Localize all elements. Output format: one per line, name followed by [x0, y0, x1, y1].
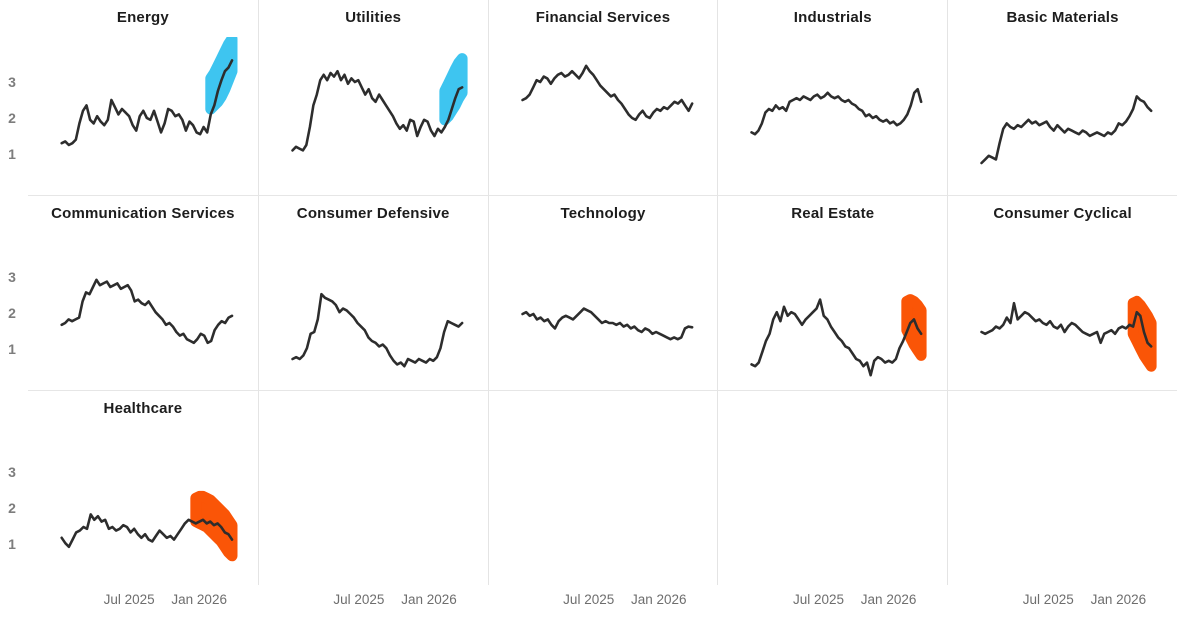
sector-line-chart [291, 292, 464, 368]
sector-panel: Utilities [257, 0, 488, 195]
sector-line-chart [520, 64, 694, 122]
trend-line [980, 301, 1153, 348]
sector-panel: Consumer Defensive [257, 195, 488, 390]
x-tick-label: Jan 2026 [171, 592, 227, 607]
x-tick-label: Jan 2026 [631, 592, 687, 607]
trend-line [291, 69, 464, 152]
y-tick-label: 1 [8, 536, 16, 552]
trend-line [980, 95, 1153, 165]
y-tick-label: 3 [8, 74, 16, 90]
y-tick-label: 2 [8, 305, 16, 321]
panel-title: Communication Services [51, 205, 235, 222]
trend-line [291, 292, 464, 368]
grid-cell-empty [717, 390, 948, 585]
panel-title: Consumer Cyclical [993, 205, 1132, 222]
sector-line-chart [750, 87, 923, 136]
grid-cell-empty [947, 390, 1177, 585]
grid-cell-empty [487, 390, 718, 585]
x-tick-label: Jul 2025 [333, 592, 385, 607]
y-tick-label: 3 [8, 269, 16, 285]
trend-line [60, 513, 234, 549]
x-tick-label: Jan 2026 [1090, 592, 1147, 607]
sector-panel: Energy [28, 0, 258, 195]
sector-panel: Financial Services [487, 0, 718, 195]
x-axis-gutter-spacer [0, 585, 28, 623]
sector-panel: Technology [487, 195, 718, 390]
trend-line [60, 59, 234, 147]
x-tick-label: Jul 2025 [792, 592, 845, 607]
y-tick-label: 3 [8, 464, 16, 480]
sector-line-chart [60, 37, 238, 147]
panel-title: Consumer Defensive [296, 205, 450, 222]
trend-line [750, 87, 923, 136]
grid-cell-empty [257, 390, 488, 585]
sector-line-chart [60, 278, 234, 345]
y-axis-gutter: 3 2 1 [0, 390, 28, 585]
y-tick-label: 2 [8, 110, 16, 126]
x-axis-labels: Jul 2025 Jan 2026 [28, 585, 258, 623]
panel-title: Energy [116, 9, 169, 26]
sector-panel: Real Estate [717, 195, 948, 390]
sector-line-chart [291, 53, 468, 152]
trend-line [60, 278, 234, 345]
sector-line-chart [980, 295, 1157, 372]
y-tick-label: 1 [8, 341, 16, 357]
y-axis-gutter: 3 2 1 [0, 195, 28, 390]
x-axis-labels: Jul 2025 Jan 2026 [717, 585, 948, 623]
panel-title: Technology [560, 205, 646, 222]
downtrend-highlight-band [1127, 295, 1157, 372]
panel-title: Healthcare [103, 400, 183, 417]
trend-line [750, 298, 923, 377]
sector-panel: Industrials [717, 0, 948, 195]
downtrend-highlight-band [901, 294, 927, 361]
trend-line [520, 64, 694, 122]
y-tick-label: 1 [8, 146, 16, 162]
y-axis-gutter: 3 2 1 [0, 0, 28, 195]
x-tick-label: Jul 2025 [1022, 592, 1074, 607]
trend-line [520, 307, 694, 341]
sector-panel: Communication Services [28, 195, 258, 390]
x-axis-labels: Jul 2025 Jan 2026 [257, 585, 488, 623]
x-tick-label: Jul 2025 [563, 592, 615, 607]
panel-title: Financial Services [535, 9, 671, 26]
sector-panel: Basic Materials [947, 0, 1177, 195]
sector-panel: Healthcare [28, 390, 258, 585]
x-tick-label: Jul 2025 [103, 592, 155, 607]
sector-panel: Consumer Cyclical [947, 195, 1177, 390]
uptrend-highlight-band [205, 37, 238, 115]
x-tick-label: Jan 2026 [401, 592, 457, 607]
panel-title: Real Estate [791, 205, 875, 222]
sector-line-chart [980, 95, 1153, 165]
x-tick-label: Jan 2026 [860, 592, 917, 607]
panel-title: Utilities [345, 9, 402, 26]
sector-line-chart [520, 307, 694, 341]
y-tick-label: 2 [8, 500, 16, 516]
sector-line-chart [60, 490, 238, 562]
sector-line-chart [750, 294, 927, 377]
x-axis-labels: Jul 2025 Jan 2026 [487, 585, 718, 623]
x-axis-labels: Jul 2025 Jan 2026 [947, 585, 1177, 623]
panel-title: Basic Materials [1006, 9, 1119, 26]
panel-title: Industrials [793, 9, 872, 26]
